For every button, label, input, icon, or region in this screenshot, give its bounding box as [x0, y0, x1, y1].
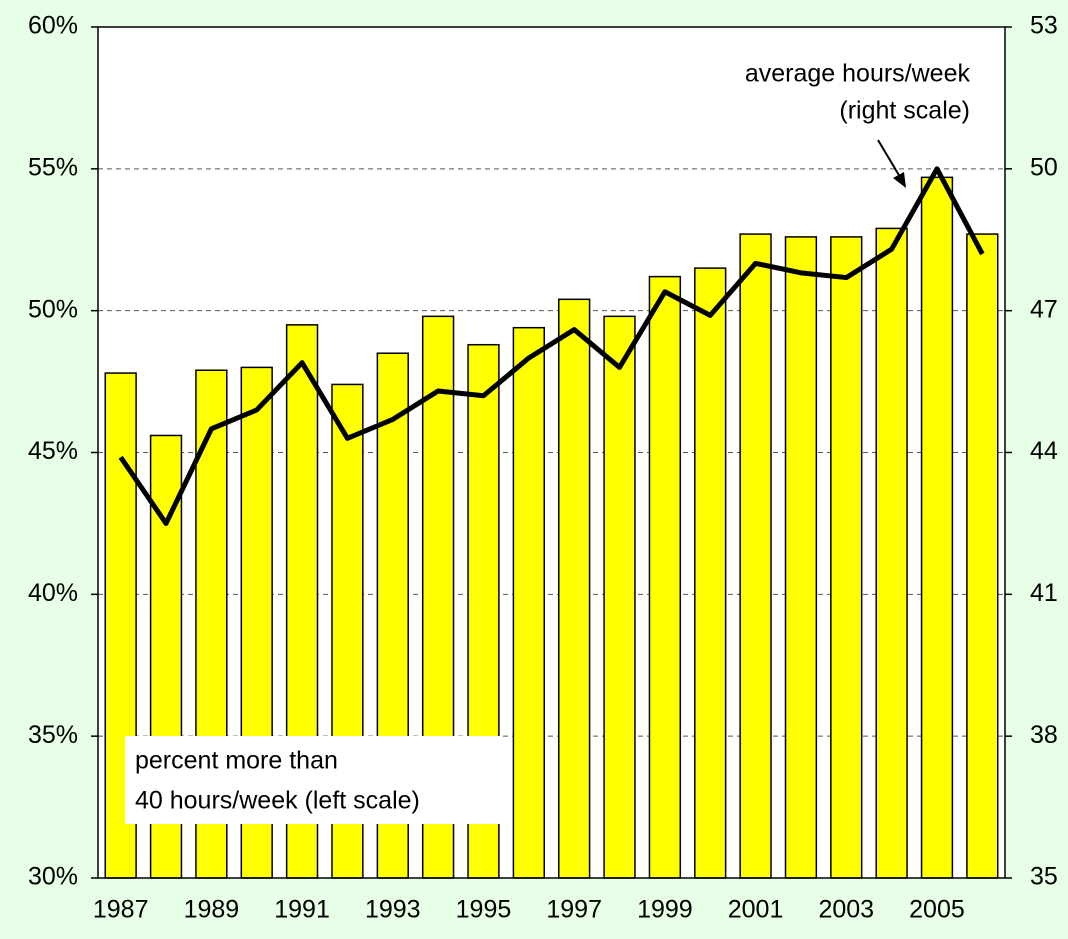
bar [603, 315, 636, 879]
x-tick-label: 1987 [93, 896, 149, 924]
x-tick-label: 1989 [184, 896, 240, 924]
arrow-head [893, 172, 906, 188]
x-tick-label: 1991 [274, 896, 330, 924]
bar [512, 326, 545, 879]
y-tick-label: 60% [28, 12, 78, 40]
annotation: (right scale) [839, 97, 970, 125]
bar [648, 275, 682, 879]
x-tick-label: 1997 [546, 896, 602, 924]
y2-tick-label: 35 [1030, 863, 1058, 891]
bar [558, 298, 591, 879]
x-tick-label: 2001 [728, 896, 784, 924]
y-tick-label: 45% [28, 437, 78, 465]
bar [739, 233, 772, 879]
y-tick-label: 40% [28, 579, 78, 607]
y2-tick-label: 50 [1030, 153, 1058, 181]
x-tick-label: 1995 [456, 896, 512, 924]
line [118, 166, 985, 526]
y2-tick-label: 47 [1030, 295, 1058, 323]
y2-tick-label: 38 [1030, 721, 1058, 749]
y2-tick-label: 41 [1030, 579, 1058, 607]
annotation-box [125, 736, 500, 824]
bar [784, 236, 818, 879]
annotation: average hours/week [745, 60, 971, 88]
x-tick-label: 2003 [818, 896, 874, 924]
y2-tick-label: 44 [1030, 437, 1058, 465]
x-tick-label: 1999 [637, 896, 693, 924]
y2-tick-label: 53 [1030, 12, 1058, 40]
bar [966, 233, 999, 879]
annotation: percent more than [135, 747, 338, 775]
bar [920, 176, 954, 879]
x-tick-label: 1993 [365, 896, 421, 924]
y-tick-label: 55% [28, 153, 78, 181]
x-tick-label: 2005 [909, 896, 965, 924]
y-tick-label: 30% [28, 863, 78, 891]
bar [875, 227, 908, 879]
bar [830, 236, 863, 879]
bar [694, 267, 727, 879]
annotation: 40 hours/week (left scale) [135, 787, 420, 815]
y-tick-label: 35% [28, 721, 78, 749]
y-tick-label: 50% [28, 295, 78, 323]
